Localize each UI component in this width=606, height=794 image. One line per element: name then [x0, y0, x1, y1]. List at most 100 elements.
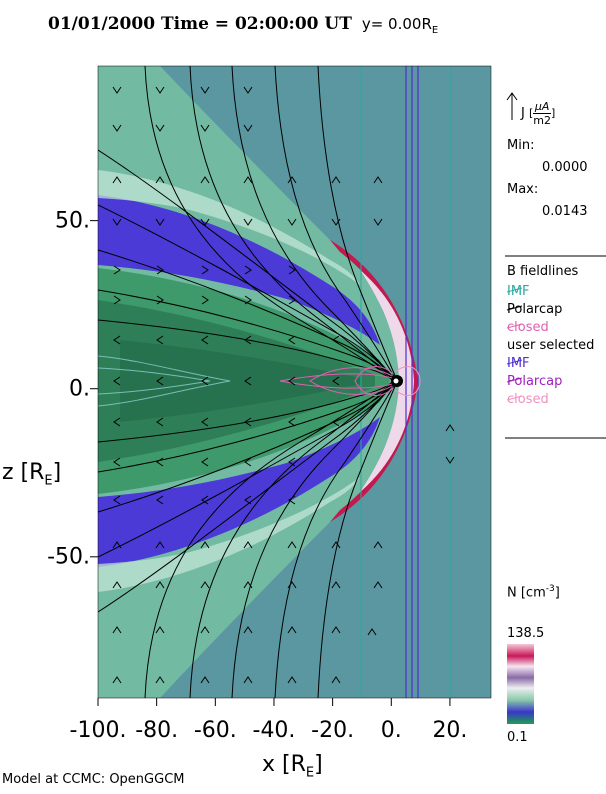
flow-arrow: [201, 335, 209, 345]
colorbar-label: N [cm-3]: [507, 584, 560, 601]
legend-user-imf: IMF: [507, 356, 530, 371]
current-arrow-icon: [506, 92, 518, 120]
flow-arrow: [200, 581, 210, 589]
flow-arrow: [155, 124, 165, 132]
flow-arrow: [244, 376, 252, 386]
flow-arrow: [156, 265, 164, 275]
min-label: Min:: [507, 138, 535, 153]
flow-arrow: [332, 376, 340, 386]
x-tick-label: -20.: [311, 718, 355, 743]
flow-arrow: [331, 541, 341, 549]
colorbar: [507, 644, 534, 724]
flow-arrow: [445, 456, 455, 464]
colorbar-max: 138.5: [507, 626, 545, 641]
flow-arrow: [243, 676, 253, 684]
flow-arrow: [112, 124, 122, 132]
flow-arrow: [287, 218, 297, 226]
flow-arrow: [155, 541, 165, 549]
flow-arrow: [287, 176, 297, 184]
flow-arrow: [201, 295, 209, 305]
flow-arrow: [288, 265, 296, 275]
flow-arrow: [288, 495, 296, 505]
legend-title: B fieldlines: [507, 264, 579, 279]
legend-imf: IMF: [507, 284, 530, 299]
flow-arrow: [156, 457, 164, 467]
flow-arrow: [445, 424, 455, 432]
flow-arrow: [200, 86, 210, 94]
x-tick-label: -60.: [193, 718, 237, 743]
flow-arrow: [244, 457, 252, 467]
flow-arrow: [287, 626, 297, 634]
legend-polarcap: Polarcap: [507, 302, 563, 317]
flow-arrow: [156, 335, 164, 345]
flow-arrow: [243, 124, 253, 132]
y-position: y= 0.00RE: [361, 15, 439, 36]
flow-arrow: [200, 176, 210, 184]
flow-arrow: [243, 581, 253, 589]
legend-user-polarcap: Polarcap: [507, 374, 563, 389]
flow-arrow: [243, 626, 253, 634]
flow-arrow: [155, 626, 165, 634]
flow-arrow: [288, 335, 296, 345]
y-tick-label: -50.: [47, 544, 90, 570]
flow-arrow: [155, 218, 165, 226]
max-value: 0.0143: [542, 204, 588, 219]
flow-arrow: [156, 376, 164, 386]
flow-arrow: [287, 541, 297, 549]
flow-arrow: [332, 335, 340, 345]
flow-arrow: [112, 218, 122, 226]
flow-arrow: [244, 265, 252, 275]
legend-user-closed: closed: [507, 392, 549, 407]
flow-arrow: [244, 295, 252, 305]
min-value: 0.0000: [542, 160, 588, 175]
flow-arrow: [243, 218, 253, 226]
flow-arrow: [201, 495, 209, 505]
flow-arrow: [200, 541, 210, 549]
flow-arrow: [113, 265, 121, 275]
legend-user-title: user selected: [507, 338, 595, 353]
flow-arrow: [201, 265, 209, 275]
flow-arrow: [113, 495, 121, 505]
flow-arrow: [288, 417, 296, 427]
flow-arrow: [112, 581, 122, 589]
flow-arrow: [331, 626, 341, 634]
max-label: Max:: [507, 182, 539, 197]
flow-arrow: [244, 335, 252, 345]
flow-arrow: [288, 295, 296, 305]
y-axis-label: z [RE]: [2, 460, 62, 489]
flow-arrow: [373, 176, 383, 184]
flow-arrow: [243, 86, 253, 94]
flow-arrow: [200, 676, 210, 684]
flow-arrow: [243, 176, 253, 184]
flow-arrow: [201, 376, 209, 386]
y-tick-label: 50.: [55, 208, 90, 234]
flow-arrow: [200, 218, 210, 226]
x-tick-label: -100.: [69, 718, 127, 743]
flow-arrow: [243, 541, 253, 549]
flow-arrow: [287, 581, 297, 589]
flow-arrow: [331, 218, 341, 226]
flow-arrow: [155, 176, 165, 184]
time-value: 02:00:00: [234, 14, 319, 34]
flow-arrow: [112, 176, 122, 184]
flow-arrow: [331, 676, 341, 684]
flow-arrow: [113, 335, 121, 345]
x-tick-label: 0.: [380, 718, 402, 743]
flow-arrow: [201, 417, 209, 427]
flow-arrow: [112, 86, 122, 94]
x-tick-label: -80.: [135, 718, 179, 743]
flow-arrow: [373, 541, 383, 549]
flow-arrow: [287, 676, 297, 684]
flow-arrow: [155, 581, 165, 589]
x-axis-label: x [RE]: [262, 752, 323, 781]
flow-arrow: [112, 626, 122, 634]
model-credit: Model at CCMC: OpenGGCM: [2, 772, 185, 787]
current-label: J [μA m2]: [521, 100, 556, 127]
flow-arrow: [155, 86, 165, 94]
flow-arrow: [331, 581, 341, 589]
flow-arrow: [331, 176, 341, 184]
flow-arrow: [244, 495, 252, 505]
flow-arrow: [373, 581, 383, 589]
flow-arrow: [113, 376, 121, 386]
